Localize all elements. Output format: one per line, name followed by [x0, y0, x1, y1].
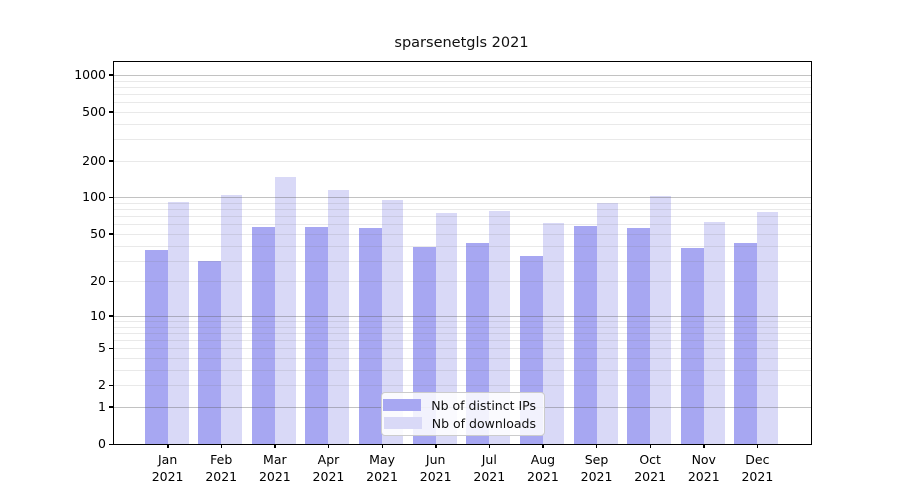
x-tick-mark [220, 444, 223, 448]
x-tick-mark [167, 444, 169, 448]
y-tick-mark [109, 196, 113, 199]
x-tick-label: Nov 2021 [687, 452, 720, 484]
gridline-minor [114, 216, 811, 218]
x-tick-label: Oct 2021 [634, 452, 667, 484]
y-tick-label: 50 [90, 225, 106, 241]
x-tick-mark [703, 444, 705, 448]
y-tick-label: 200 [82, 152, 106, 168]
y-tick-mark [109, 443, 113, 445]
y-tick-mark [109, 233, 113, 235]
bar-nb-of-downloads-apr [328, 189, 350, 444]
gridline-minor [114, 209, 811, 211]
bar-nb-of-downloads-sep [596, 203, 618, 444]
y-tick-mark [109, 315, 113, 317]
legend-label-downloads: Nb of downloads [431, 415, 536, 431]
x-tick-mark [274, 444, 276, 448]
bar-nb-of-downloads-may [382, 200, 404, 444]
bar-nb-of-distinct-ips-dec [734, 243, 758, 444]
x-tick-mark [542, 444, 544, 448]
gridline-major [114, 197, 811, 199]
bar-nb-of-distinct-ips-sep [573, 226, 597, 444]
x-tick-label: May 2021 [366, 452, 398, 484]
x-tick-mark [435, 444, 437, 448]
x-tick-label: Dec 2021 [741, 452, 774, 484]
y-tick-label: 1 [98, 398, 106, 414]
y-tick-mark [109, 384, 113, 387]
x-tick-label: Apr 2021 [312, 452, 345, 484]
y-tick-mark [109, 280, 113, 283]
x-tick-label: Mar 2021 [258, 452, 291, 484]
y-tick-mark [109, 111, 113, 113]
bar-nb-of-downloads-nov [703, 221, 725, 444]
bar-nb-of-downloads-aug [542, 222, 564, 444]
gridline-minor [114, 160, 811, 162]
gridline-minor [114, 86, 811, 88]
x-tick-mark [649, 444, 652, 448]
x-tick-mark [488, 444, 491, 448]
gridline-minor [114, 203, 811, 205]
plot-area: Nb of distinct IPs Nb of downloads 0 1 2 5 1… [74, 61, 812, 484]
bar-nb-of-distinct-ips-may [359, 228, 383, 444]
bar-nb-of-distinct-ips-feb [198, 260, 222, 444]
x-tick-label: Sep 2021 [580, 452, 613, 484]
legend: Nb of distinct IPs Nb of downloads [381, 392, 545, 436]
y-tick-label: 10 [90, 307, 106, 323]
y-tick-label: 2 [98, 377, 106, 393]
bar-nb-of-distinct-ips-oct [627, 228, 651, 444]
x-tick-label: Feb 2021 [205, 452, 238, 484]
x-tick-label: Aug 2021 [527, 452, 559, 484]
bar-nb-of-downloads-oct [650, 196, 672, 444]
legend-item-distinct-ips: Nb of distinct IPs [383, 397, 536, 413]
y-tick-mark [109, 347, 113, 350]
legend-item-downloads: Nb of downloads [383, 415, 536, 431]
bar-nb-of-distinct-ips-jan [144, 249, 168, 444]
x-tick-mark [596, 444, 598, 448]
y-tick-label: 500 [82, 103, 106, 119]
bar-nb-of-downloads-feb [221, 194, 243, 444]
gridline-major [114, 74, 811, 76]
bar-nb-of-downloads-dec [757, 211, 779, 444]
y-tick-label: 1000 [74, 66, 106, 82]
x-tick-mark [327, 444, 330, 448]
x-tick-mark [381, 444, 383, 448]
y-tick-mark [109, 160, 113, 162]
y-tick-mark [109, 74, 113, 76]
x-tick-label: Jul 2021 [473, 452, 506, 484]
y-tick-label: 100 [82, 189, 106, 205]
bar-nb-of-distinct-ips-apr [305, 227, 329, 444]
bar-nb-of-downloads-mar [274, 176, 296, 444]
gridline-minor [114, 139, 811, 141]
legend-label-distinct-ips: Nb of distinct IPs [431, 397, 536, 413]
gridline-minor [114, 111, 811, 113]
gridline-minor [114, 102, 811, 104]
gridline-minor [114, 93, 811, 95]
y-tick-label: 20 [90, 273, 106, 289]
bar-nb-of-downloads-jan [167, 202, 189, 444]
x-tick-label: Jun 2021 [419, 452, 452, 484]
bar-nb-of-distinct-ips-nov [680, 248, 704, 444]
bar-nb-of-downloads-jun [435, 212, 457, 444]
x-tick-label: Jan 2021 [151, 452, 184, 484]
y-tick-label: 0 [98, 436, 106, 451]
gridline-minor [114, 123, 811, 125]
x-tick-mark [756, 444, 759, 448]
legend-swatch-distinct-ips [383, 399, 422, 411]
y-tick-mark [109, 406, 113, 408]
bar-nb-of-downloads-jul [489, 211, 511, 444]
y-tick-label: 5 [98, 340, 106, 356]
gridline-minor [114, 80, 811, 82]
bar-nb-of-distinct-ips-mar [251, 227, 275, 444]
legend-swatch-downloads [383, 417, 422, 429]
chart-title: sparsenetgls 2021 [394, 35, 529, 51]
